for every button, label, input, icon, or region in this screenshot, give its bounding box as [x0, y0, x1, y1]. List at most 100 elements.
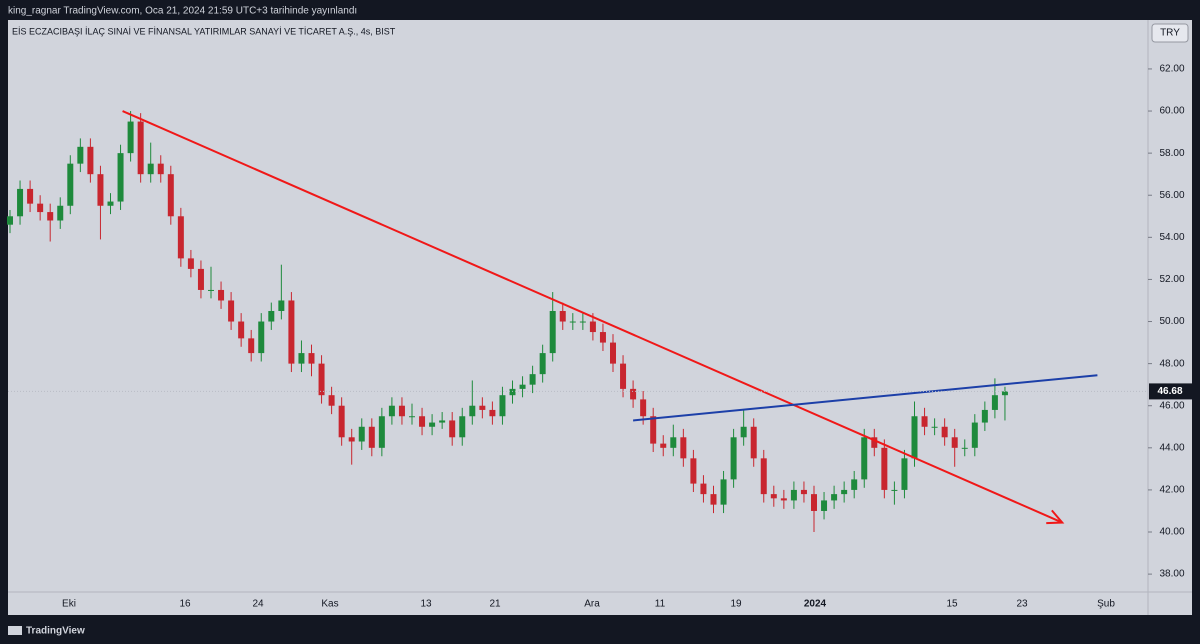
candle-body: [87, 146, 94, 175]
candle-body: [298, 353, 305, 364]
candle-body: [439, 420, 446, 423]
candle-body: [57, 205, 64, 221]
candle-body: [67, 163, 74, 206]
x-tick-label: 23: [1016, 599, 1028, 610]
candle-body: [278, 300, 285, 311]
candle-body: [599, 332, 606, 343]
candle-body: [630, 388, 637, 400]
candle-body: [77, 146, 84, 164]
candle-body: [891, 489, 898, 491]
y-tick-label: 58.00: [1159, 148, 1184, 159]
candle-body: [338, 405, 345, 438]
y-tick-label: 62.00: [1159, 64, 1184, 75]
candle-body: [529, 374, 536, 385]
candle-body: [127, 121, 134, 154]
candle-body: [409, 416, 415, 418]
x-tick-label: Kas: [321, 599, 338, 610]
candle-body: [248, 338, 255, 354]
candle-body: [559, 310, 566, 322]
candle-body: [911, 416, 918, 459]
candle-body: [489, 409, 496, 417]
candle-body: [901, 458, 908, 490]
candle-body: [469, 405, 476, 417]
candle-body: [157, 163, 164, 175]
candle-body: [419, 416, 426, 427]
candle-body: [790, 489, 797, 501]
candle-body: [941, 426, 948, 438]
chart-pane: [8, 20, 1192, 615]
candle-body: [640, 399, 647, 417]
x-tick-label: 11: [655, 599, 666, 610]
candle-body: [358, 426, 365, 442]
y-tick-label: 40.00: [1159, 527, 1184, 538]
candle-body: [610, 342, 616, 364]
trend-line: [122, 110, 1063, 524]
candle-body: [800, 489, 807, 495]
candle-body: [208, 289, 214, 291]
y-tick-label: 50.00: [1159, 316, 1184, 327]
candle-body: [167, 174, 174, 217]
candle-body: [569, 321, 576, 323]
candle-body: [921, 416, 928, 427]
candle-body: [931, 426, 938, 428]
candle-body: [378, 416, 385, 448]
candle-body: [479, 405, 486, 410]
candle-body: [851, 479, 858, 490]
candle-body: [961, 447, 968, 449]
candle-body: [268, 310, 275, 322]
candle-body: [17, 188, 24, 217]
y-tick-label: 46.00: [1159, 400, 1184, 411]
candle-body: [449, 420, 456, 438]
candle-body: [831, 494, 838, 501]
trend-arrow-head: [1046, 509, 1065, 525]
x-tick-label: 2024: [804, 599, 827, 610]
x-tick-label: 19: [730, 599, 742, 610]
y-tick-label: 52.00: [1159, 274, 1184, 285]
x-tick-label: 13: [420, 599, 432, 610]
candle-body: [841, 489, 848, 495]
candle-body: [117, 153, 124, 202]
candle-body: [750, 426, 757, 459]
symbol-title: EİS ECZACIBAŞI İLAÇ SINAİ VE FİNANSAL YA…: [12, 26, 396, 36]
x-tick-label: 16: [179, 599, 191, 610]
candle-body: [137, 121, 144, 175]
candle-body: [740, 426, 747, 438]
candle-body: [177, 216, 184, 259]
candle-body: [579, 321, 586, 323]
candle-body: [549, 310, 556, 354]
candle-body: [690, 458, 697, 484]
trend-line: [633, 374, 1098, 422]
candle-body: [429, 422, 436, 427]
candle-body: [197, 268, 204, 290]
candle-body: [258, 321, 265, 354]
candle-body: [720, 479, 727, 505]
y-tick-label: 60.00: [1159, 106, 1184, 117]
candle-body: [971, 422, 978, 448]
currency-button[interactable]: [1151, 23, 1189, 43]
candle-body: [308, 353, 315, 364]
y-tick-label: 56.00: [1159, 190, 1184, 201]
candle-body: [107, 201, 114, 206]
candle-body: [238, 321, 245, 339]
candle-body: [589, 321, 596, 333]
candle-body: [27, 188, 34, 204]
candle-body: [780, 498, 787, 501]
footer-brand: TradingView: [26, 626, 85, 637]
candle-body: [459, 416, 466, 438]
candle-body: [770, 494, 777, 499]
candle-body: [991, 395, 998, 410]
candle-body: [710, 494, 717, 505]
candle-body: [348, 437, 355, 442]
candle-body: [7, 216, 13, 225]
candle-body: [388, 405, 395, 417]
candle-body: [821, 500, 828, 511]
currency-label: TRY: [1160, 28, 1180, 39]
candle-body: [981, 409, 988, 423]
candle-body: [37, 203, 44, 213]
candle-body: [499, 395, 506, 417]
candle-body: [1001, 391, 1008, 396]
candle-body: [187, 258, 194, 269]
x-tick-label: Ara: [584, 599, 600, 610]
candle-body: [881, 447, 888, 490]
